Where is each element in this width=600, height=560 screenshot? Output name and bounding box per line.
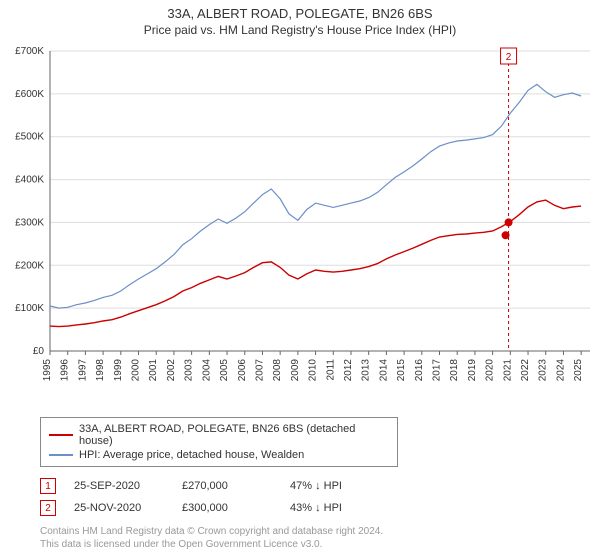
legend-item: HPI: Average price, detached house, Weal…	[49, 448, 389, 462]
svg-text:2012: 2012	[343, 359, 354, 382]
svg-text:2: 2	[506, 52, 512, 63]
svg-text:£100K: £100K	[15, 303, 44, 314]
svg-text:2003: 2003	[184, 359, 195, 382]
svg-text:2004: 2004	[201, 359, 212, 382]
svg-text:2024: 2024	[555, 359, 566, 382]
svg-text:1999: 1999	[113, 359, 124, 382]
svg-text:2018: 2018	[449, 359, 460, 382]
legend-swatch	[49, 454, 73, 456]
svg-text:2015: 2015	[396, 359, 407, 382]
sale-vs-hpi: 47% ↓ HPI	[290, 480, 380, 492]
sale-marker-box: 1	[40, 478, 56, 494]
footer-line-1: Contains HM Land Registry data © Crown c…	[40, 525, 600, 538]
svg-text:£200K: £200K	[15, 260, 44, 271]
svg-text:2007: 2007	[254, 359, 265, 382]
svg-text:2014: 2014	[378, 359, 389, 382]
svg-text:2023: 2023	[538, 359, 549, 382]
svg-text:2002: 2002	[166, 359, 177, 382]
chart-plot-area: £0 £100K £200K £300K £400K £500K £600K £700K 199…	[0, 41, 600, 411]
svg-text:£400K: £400K	[15, 175, 44, 186]
svg-text:1995: 1995	[42, 359, 53, 382]
svg-text:£600K: £600K	[15, 89, 44, 100]
svg-text:£300K: £300K	[15, 217, 44, 228]
sales-row: 2 25-NOV-2020 £300,000 43% ↓ HPI	[40, 497, 600, 519]
svg-text:2017: 2017	[432, 359, 443, 382]
sale-price: £270,000	[182, 480, 272, 492]
svg-text:2021: 2021	[502, 359, 513, 382]
svg-text:2005: 2005	[219, 359, 230, 382]
legend-label: HPI: Average price, detached house, Weal…	[79, 449, 304, 461]
attribution-footer: Contains HM Land Registry data © Crown c…	[40, 525, 600, 551]
sale-date: 25-NOV-2020	[74, 502, 164, 514]
svg-text:2008: 2008	[272, 359, 283, 382]
sale-date: 25-SEP-2020	[74, 480, 164, 492]
svg-text:2016: 2016	[414, 359, 425, 382]
svg-text:2010: 2010	[308, 359, 319, 382]
svg-text:2020: 2020	[485, 359, 496, 382]
footer-line-2: This data is licensed under the Open Gov…	[40, 538, 600, 551]
legend-swatch	[49, 434, 73, 436]
sales-table: 1 25-SEP-2020 £270,000 47% ↓ HPI 2 25-NOV-202…	[40, 475, 600, 519]
svg-text:£0: £0	[33, 346, 45, 357]
svg-text:2009: 2009	[290, 359, 301, 382]
svg-text:2001: 2001	[148, 359, 159, 382]
sale-vs-hpi: 43% ↓ HPI	[290, 502, 380, 514]
svg-text:2013: 2013	[361, 359, 372, 382]
chart-subtitle: Price paid vs. HM Land Registry's House …	[0, 21, 600, 41]
svg-text:2011: 2011	[325, 359, 336, 381]
svg-text:2000: 2000	[131, 359, 142, 382]
svg-text:1996: 1996	[60, 359, 71, 382]
svg-text:2006: 2006	[237, 359, 248, 382]
svg-text:1998: 1998	[95, 359, 106, 382]
svg-text:2019: 2019	[467, 359, 478, 382]
svg-text:1997: 1997	[77, 359, 88, 382]
svg-text:2025: 2025	[573, 359, 584, 382]
chart-title: 33A, ALBERT ROAD, POLEGATE, BN26 6BS	[0, 0, 600, 21]
svg-text:£700K: £700K	[15, 46, 44, 57]
svg-text:2022: 2022	[520, 359, 531, 382]
legend: 33A, ALBERT ROAD, POLEGATE, BN26 6BS (de…	[40, 417, 398, 467]
svg-text:£500K: £500K	[15, 132, 44, 143]
chart-container: 33A, ALBERT ROAD, POLEGATE, BN26 6BS Pri…	[0, 0, 600, 560]
legend-label: 33A, ALBERT ROAD, POLEGATE, BN26 6BS (de…	[79, 423, 389, 447]
chart-svg: £0 £100K £200K £300K £400K £500K £600K £700K 199…	[0, 41, 600, 411]
legend-item: 33A, ALBERT ROAD, POLEGATE, BN26 6BS (de…	[49, 422, 389, 448]
sales-row: 1 25-SEP-2020 £270,000 47% ↓ HPI	[40, 475, 600, 497]
sale-marker-box: 2	[40, 500, 56, 516]
sale-price: £300,000	[182, 502, 272, 514]
